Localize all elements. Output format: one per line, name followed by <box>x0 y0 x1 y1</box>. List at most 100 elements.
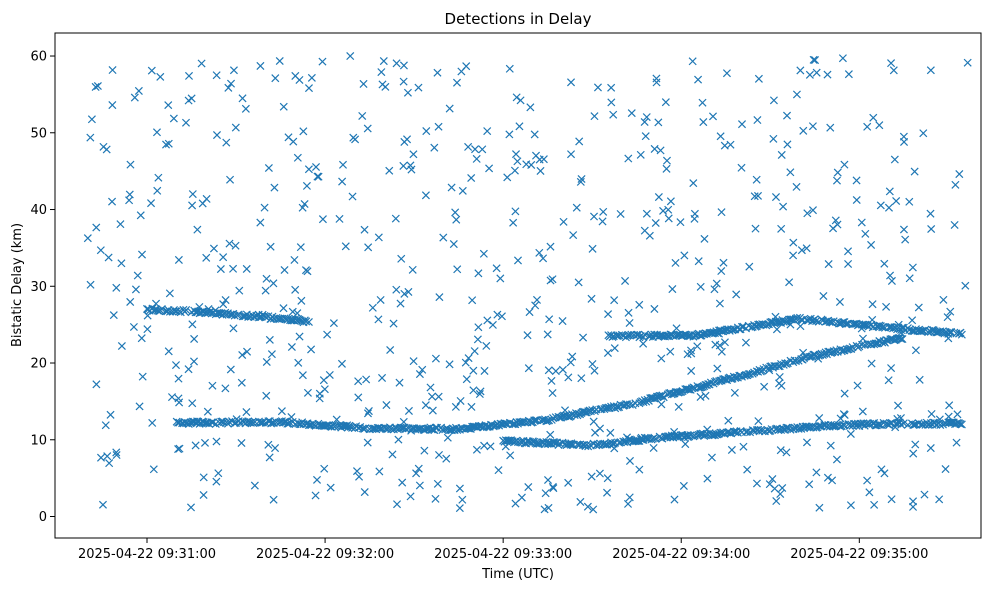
detection-point <box>590 112 599 121</box>
detection-point <box>802 438 812 447</box>
detection-point <box>147 66 156 75</box>
detection-point <box>914 303 923 312</box>
y-tick-label: 40 <box>30 203 47 218</box>
detection-point <box>797 246 806 255</box>
detection-point <box>561 406 570 415</box>
detection-point <box>112 448 121 457</box>
detection-point <box>575 137 584 146</box>
detection-point <box>815 503 824 512</box>
detection-point <box>493 310 502 319</box>
detection-point <box>188 201 197 210</box>
detection-point <box>314 172 323 181</box>
detection-point <box>899 132 908 141</box>
detection-point <box>226 365 235 374</box>
detection-point <box>269 279 278 288</box>
detection-point <box>803 209 812 218</box>
detection-point <box>956 420 965 429</box>
y-axis: 0 10 20 30 40 50 60 <box>30 50 55 525</box>
detection-point <box>381 82 390 91</box>
detection-point <box>603 348 612 357</box>
detection-point <box>544 503 553 512</box>
detection-point <box>564 373 573 382</box>
detection-point <box>722 69 731 78</box>
detection-point <box>428 392 437 401</box>
detection-point <box>304 84 314 93</box>
detection-point <box>789 238 798 247</box>
y-tick-label: 0 <box>39 510 47 525</box>
detection-point <box>765 366 774 375</box>
detection-point <box>164 101 173 110</box>
detection-point <box>464 424 473 433</box>
detection-point <box>291 71 300 80</box>
detection-point <box>935 415 944 424</box>
detection-point <box>293 309 302 318</box>
detection-point <box>625 493 634 502</box>
detection-point <box>624 154 633 163</box>
detection-point <box>169 114 178 123</box>
detection-point <box>92 223 101 232</box>
detection-point <box>364 243 373 252</box>
detection-point <box>515 122 524 131</box>
detection-point <box>421 401 430 410</box>
detection-point <box>712 279 721 288</box>
detection-point <box>732 290 741 299</box>
detection-point <box>589 505 598 514</box>
detection-point <box>885 187 894 196</box>
detection-point <box>546 430 555 439</box>
detection-point <box>106 410 115 419</box>
detection-point <box>469 386 478 395</box>
detection-point <box>469 366 478 375</box>
detection-point <box>595 469 604 478</box>
detection-point <box>430 143 439 152</box>
detection-point <box>739 442 748 451</box>
detection-point <box>884 203 894 212</box>
detection-point <box>171 361 181 370</box>
detection-point <box>409 357 418 366</box>
detection-point <box>152 128 161 137</box>
detection-point <box>510 166 519 175</box>
detection-point <box>479 249 488 258</box>
detection-point <box>156 72 165 81</box>
detection-point <box>483 316 492 325</box>
chart-title: Detections in Delay <box>445 10 592 28</box>
detection-point <box>863 476 872 485</box>
detection-point <box>396 299 405 308</box>
detection-point <box>583 502 592 511</box>
detection-point <box>590 366 599 375</box>
detection-point <box>808 206 817 215</box>
detection-point <box>304 317 313 327</box>
detection-point <box>302 181 311 190</box>
detection-point <box>863 122 872 131</box>
detection-point <box>627 109 636 118</box>
detection-point <box>467 173 476 183</box>
detection-point <box>679 481 688 490</box>
detection-point <box>378 373 387 382</box>
detection-point <box>897 335 906 344</box>
detection-point <box>363 438 372 447</box>
detection-point <box>462 375 471 384</box>
detection-point <box>887 276 896 285</box>
detection-point <box>338 177 347 186</box>
detection-point <box>271 74 280 83</box>
detection-point <box>867 359 876 368</box>
detection-point <box>887 59 896 68</box>
detection-point <box>532 295 542 304</box>
detection-point <box>399 161 408 170</box>
detection-point <box>264 440 273 449</box>
detection-point <box>403 135 412 144</box>
detection-point <box>476 387 485 396</box>
detection-point <box>713 364 722 373</box>
detection-point <box>415 370 424 379</box>
detection-point <box>231 241 240 250</box>
detection-point <box>858 334 867 343</box>
detection-point <box>858 407 867 416</box>
detection-point <box>569 231 578 240</box>
detection-point <box>957 420 966 429</box>
detection-point <box>890 155 899 164</box>
detection-point <box>558 317 567 326</box>
detection-point <box>844 70 853 79</box>
detection-point <box>393 500 402 509</box>
detection-point <box>277 407 286 416</box>
detection-point <box>796 322 805 331</box>
